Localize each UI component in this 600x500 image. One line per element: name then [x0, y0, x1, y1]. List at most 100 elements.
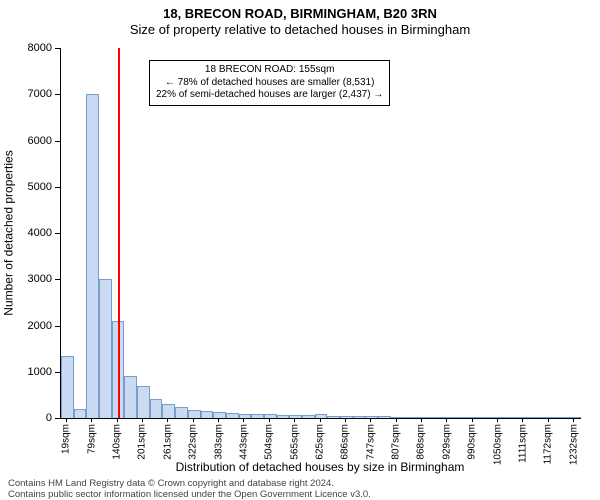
histogram-bar [74, 409, 87, 418]
y-tick-mark [55, 94, 60, 95]
histogram-bar [480, 417, 493, 418]
histogram-bar [277, 415, 290, 418]
histogram-bar [530, 417, 543, 418]
x-tick-label: 929sqm [441, 424, 452, 460]
x-tick-mark [320, 418, 321, 422]
histogram-bar [403, 417, 416, 418]
annotation-line: 22% of semi-detached houses are larger (… [156, 89, 383, 102]
x-tick-label: 322sqm [188, 424, 199, 460]
y-tick-mark [55, 326, 60, 327]
y-tick-mark [55, 372, 60, 373]
x-tick-mark [193, 418, 194, 422]
histogram-bar [416, 417, 429, 418]
x-tick-mark [497, 418, 498, 422]
y-tick-label: 0 [0, 412, 52, 424]
histogram-bar [492, 417, 505, 418]
annotation-line: 18 BRECON ROAD: 155sqm [156, 64, 383, 77]
x-tick-mark [421, 418, 422, 422]
x-tick-label: 383sqm [213, 424, 224, 460]
histogram-bar [175, 407, 188, 418]
y-tick-label: 1000 [0, 366, 52, 378]
x-tick-mark [396, 418, 397, 422]
histogram-bar [441, 417, 454, 418]
histogram-bar [365, 416, 378, 418]
chart-title-address: 18, BRECON ROAD, BIRMINGHAM, B20 3RN [0, 6, 600, 21]
x-tick-label: 868sqm [416, 424, 427, 460]
y-tick-mark [55, 233, 60, 234]
x-tick-mark [117, 418, 118, 422]
x-tick-mark [548, 418, 549, 422]
x-tick-label: 1172sqm [543, 424, 554, 464]
y-tick-mark [55, 418, 60, 419]
x-axis-title: Distribution of detached houses by size … [60, 460, 580, 474]
plot-area: 18 BRECON ROAD: 155sqm← 78% of detached … [60, 48, 581, 419]
histogram-bar [264, 414, 277, 418]
x-tick-label: 443sqm [238, 424, 249, 460]
y-tick-label: 4000 [0, 227, 52, 239]
x-tick-mark [472, 418, 473, 422]
y-tick-label: 7000 [0, 88, 52, 100]
histogram-bar [302, 415, 315, 418]
y-tick-label: 2000 [0, 320, 52, 332]
y-tick-label: 3000 [0, 273, 52, 285]
x-tick-mark [243, 418, 244, 422]
x-tick-mark [66, 418, 67, 422]
x-tick-label: 201sqm [137, 424, 148, 460]
histogram-bar [201, 411, 214, 418]
histogram-bar [137, 386, 150, 418]
x-tick-mark [294, 418, 295, 422]
annotation-box: 18 BRECON ROAD: 155sqm← 78% of detached … [149, 60, 390, 106]
x-tick-label: 686sqm [340, 424, 351, 460]
histogram-bar [378, 416, 391, 418]
histogram-bar [467, 417, 480, 418]
x-tick-label: 807sqm [391, 424, 402, 460]
x-tick-mark [370, 418, 371, 422]
x-tick-label: 504sqm [264, 424, 275, 460]
x-tick-mark [167, 418, 168, 422]
histogram-bar [239, 414, 252, 418]
histogram-bar [518, 417, 531, 418]
footer-copyright-2: Contains public sector information licen… [8, 489, 371, 500]
histogram-bar [86, 94, 99, 418]
y-tick-label: 6000 [0, 135, 52, 147]
x-tick-label: 625sqm [315, 424, 326, 460]
annotation-line: ← 78% of detached houses are smaller (8,… [156, 77, 383, 90]
y-tick-mark [55, 48, 60, 49]
y-tick-mark [55, 187, 60, 188]
histogram-bar [289, 415, 302, 418]
x-tick-label: 1050sqm [492, 424, 503, 465]
y-tick-label: 8000 [0, 42, 52, 54]
histogram-bar [454, 417, 467, 418]
x-tick-label: 19sqm [61, 424, 72, 454]
histogram-bar [353, 416, 366, 418]
footer-copyright-1: Contains HM Land Registry data © Crown c… [8, 478, 334, 489]
histogram-bar [61, 356, 74, 418]
histogram-bar [556, 417, 569, 418]
x-tick-label: 565sqm [289, 424, 300, 460]
histogram-bar [124, 376, 137, 418]
x-tick-label: 140sqm [112, 424, 123, 460]
x-tick-mark [142, 418, 143, 422]
histogram-bar [505, 417, 518, 418]
x-tick-label: 1232sqm [568, 424, 579, 465]
histogram-bar [99, 279, 112, 418]
y-tick-label: 5000 [0, 181, 52, 193]
x-tick-mark [522, 418, 523, 422]
x-tick-label: 1111sqm [517, 424, 528, 463]
histogram-bar [162, 404, 175, 418]
histogram-bar [213, 412, 226, 418]
x-tick-mark [269, 418, 270, 422]
x-tick-label: 79sqm [86, 424, 97, 454]
y-tick-mark [55, 141, 60, 142]
x-tick-mark [345, 418, 346, 422]
x-tick-mark [91, 418, 92, 422]
histogram-bar [568, 417, 581, 418]
x-tick-mark [446, 418, 447, 422]
x-tick-mark [573, 418, 574, 422]
histogram-bar [315, 414, 328, 418]
histogram-bar [391, 417, 404, 418]
histogram-bar [226, 413, 239, 418]
histogram-bar [188, 410, 201, 418]
x-tick-label: 747sqm [365, 424, 376, 460]
chart-root: 18, BRECON ROAD, BIRMINGHAM, B20 3RN Siz… [0, 0, 600, 500]
